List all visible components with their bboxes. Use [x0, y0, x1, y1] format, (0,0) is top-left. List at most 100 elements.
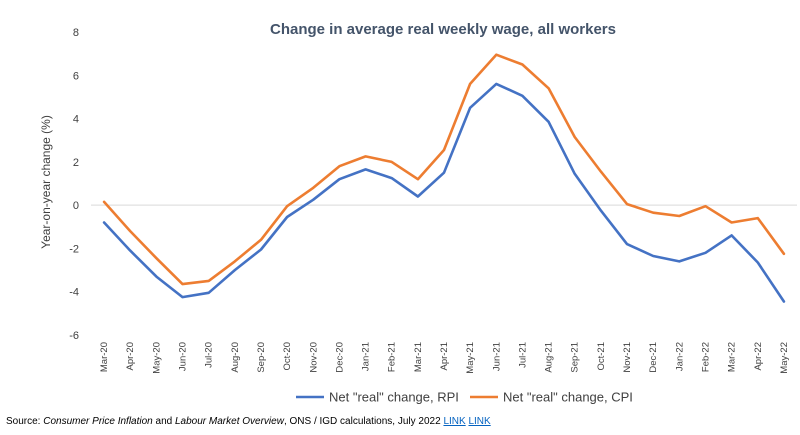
data-point — [443, 171, 445, 174]
data-point — [260, 248, 262, 251]
x-tick-label: May-20 — [151, 342, 162, 374]
x-tick-label: Dec-20 — [334, 342, 345, 373]
y-tick-label: 4 — [73, 114, 79, 126]
x-tick-label: Oct-21 — [596, 342, 607, 371]
y-axis-ticks: -6 -4 -2 0 2 4 6 8 — [69, 27, 79, 342]
data-point — [129, 249, 131, 252]
y-tick-label: 2 — [73, 157, 79, 169]
x-tick-label: Nov-21 — [622, 342, 633, 373]
legend-label-cpi: Net "real" change, CPI — [503, 390, 633, 405]
data-point — [469, 107, 471, 109]
data-point — [338, 165, 341, 167]
data-point — [757, 217, 759, 219]
y-tick-label: -2 — [69, 243, 79, 255]
data-point — [678, 215, 681, 217]
x-tick-label: Feb-22 — [700, 342, 711, 372]
x-tick-label: Mar-20 — [99, 342, 110, 372]
data-point — [155, 275, 158, 278]
legend: Net "real" change, RPI Net "real" change,… — [296, 390, 633, 405]
x-tick-label: May-21 — [465, 342, 476, 374]
source-link-1[interactable]: LINK — [443, 416, 466, 427]
data-point — [155, 257, 158, 260]
data-point — [129, 230, 131, 232]
data-point — [495, 83, 498, 85]
data-point — [181, 283, 184, 285]
data-point — [260, 239, 262, 241]
source-link-2[interactable]: LINK — [468, 416, 491, 427]
series-line-rpi — [102, 82, 786, 303]
data-point — [521, 63, 524, 66]
data-point — [626, 243, 628, 245]
data-point — [600, 209, 602, 212]
x-tick-label: Feb-21 — [387, 342, 398, 372]
y-tick-label: -4 — [69, 287, 79, 299]
data-point — [757, 261, 759, 264]
x-tick-label: Jun-20 — [178, 342, 189, 371]
data-point — [652, 211, 654, 214]
source-and: and — [152, 416, 175, 427]
data-point — [234, 260, 236, 263]
data-point — [573, 136, 576, 138]
source-label: Source: — [6, 416, 44, 427]
data-point — [443, 149, 445, 151]
y-tick-label: 0 — [73, 200, 79, 212]
x-tick-label: Jun-21 — [491, 342, 502, 371]
y-tick-label: -6 — [69, 330, 79, 342]
source-publication-cpi: Consumer Price Inflation — [43, 416, 153, 427]
data-point — [234, 269, 236, 271]
data-point — [783, 253, 785, 255]
data-point — [103, 201, 105, 203]
data-point — [547, 87, 550, 90]
data-point — [207, 280, 210, 282]
x-tick-label: Jan-21 — [361, 342, 372, 371]
x-tick-label: Apr-22 — [753, 342, 764, 371]
data-point — [286, 205, 288, 207]
data-point — [600, 170, 602, 173]
data-point — [652, 255, 654, 257]
x-tick-label: Apr-20 — [125, 342, 136, 371]
data-point — [783, 300, 785, 303]
x-tick-label: Dec-21 — [648, 342, 659, 373]
data-point — [390, 177, 393, 179]
data-point — [704, 205, 707, 207]
source-note: Source: Consumer Price Inflation and Lab… — [6, 416, 491, 427]
data-point — [364, 155, 367, 158]
x-tick-label: Aug-20 — [230, 342, 241, 373]
x-tick-label: Jul-20 — [204, 342, 215, 368]
series-lines — [102, 53, 786, 303]
x-tick-label: Sep-20 — [256, 342, 267, 373]
x-tick-label: Sep-21 — [570, 342, 581, 373]
data-point — [390, 161, 393, 163]
x-tick-label: Jan-22 — [674, 342, 685, 371]
x-tick-label: Nov-20 — [308, 342, 319, 373]
x-tick-label: Aug-21 — [544, 342, 555, 373]
data-point — [286, 216, 288, 218]
data-point — [207, 292, 210, 294]
data-point — [469, 83, 471, 85]
x-tick-label: May-22 — [779, 342, 790, 374]
data-point — [730, 221, 733, 224]
data-point — [312, 198, 315, 201]
y-tick-label: 8 — [73, 27, 79, 39]
x-axis-ticks: Mar-20 Apr-20 May-20 Jun-20 Jul-20 Aug-20 Sep-… — [99, 342, 790, 374]
data-point — [312, 187, 315, 189]
data-point — [417, 178, 419, 180]
x-tick-label: Mar-21 — [413, 342, 424, 372]
data-point — [364, 168, 367, 171]
x-tick-label: Apr-21 — [439, 342, 450, 371]
x-tick-label: Oct-20 — [282, 342, 293, 371]
source-publication-labour: Labour Market Overview — [175, 416, 284, 427]
legend-label-rpi: Net "real" change, RPI — [329, 390, 459, 405]
data-point — [417, 195, 419, 198]
y-tick-label: 6 — [73, 70, 79, 82]
data-point — [181, 296, 184, 298]
data-point — [338, 178, 341, 180]
x-tick-label: Mar-22 — [727, 342, 738, 372]
data-point — [704, 252, 707, 254]
y-axis-label: Year-on-year change (%) — [39, 115, 53, 249]
data-point — [547, 121, 550, 123]
data-point — [521, 95, 524, 97]
data-point — [730, 234, 733, 237]
x-tick-label: Jul-21 — [517, 342, 528, 368]
source-rest: , ONS / IGD calculations, July 2022 — [283, 416, 444, 427]
